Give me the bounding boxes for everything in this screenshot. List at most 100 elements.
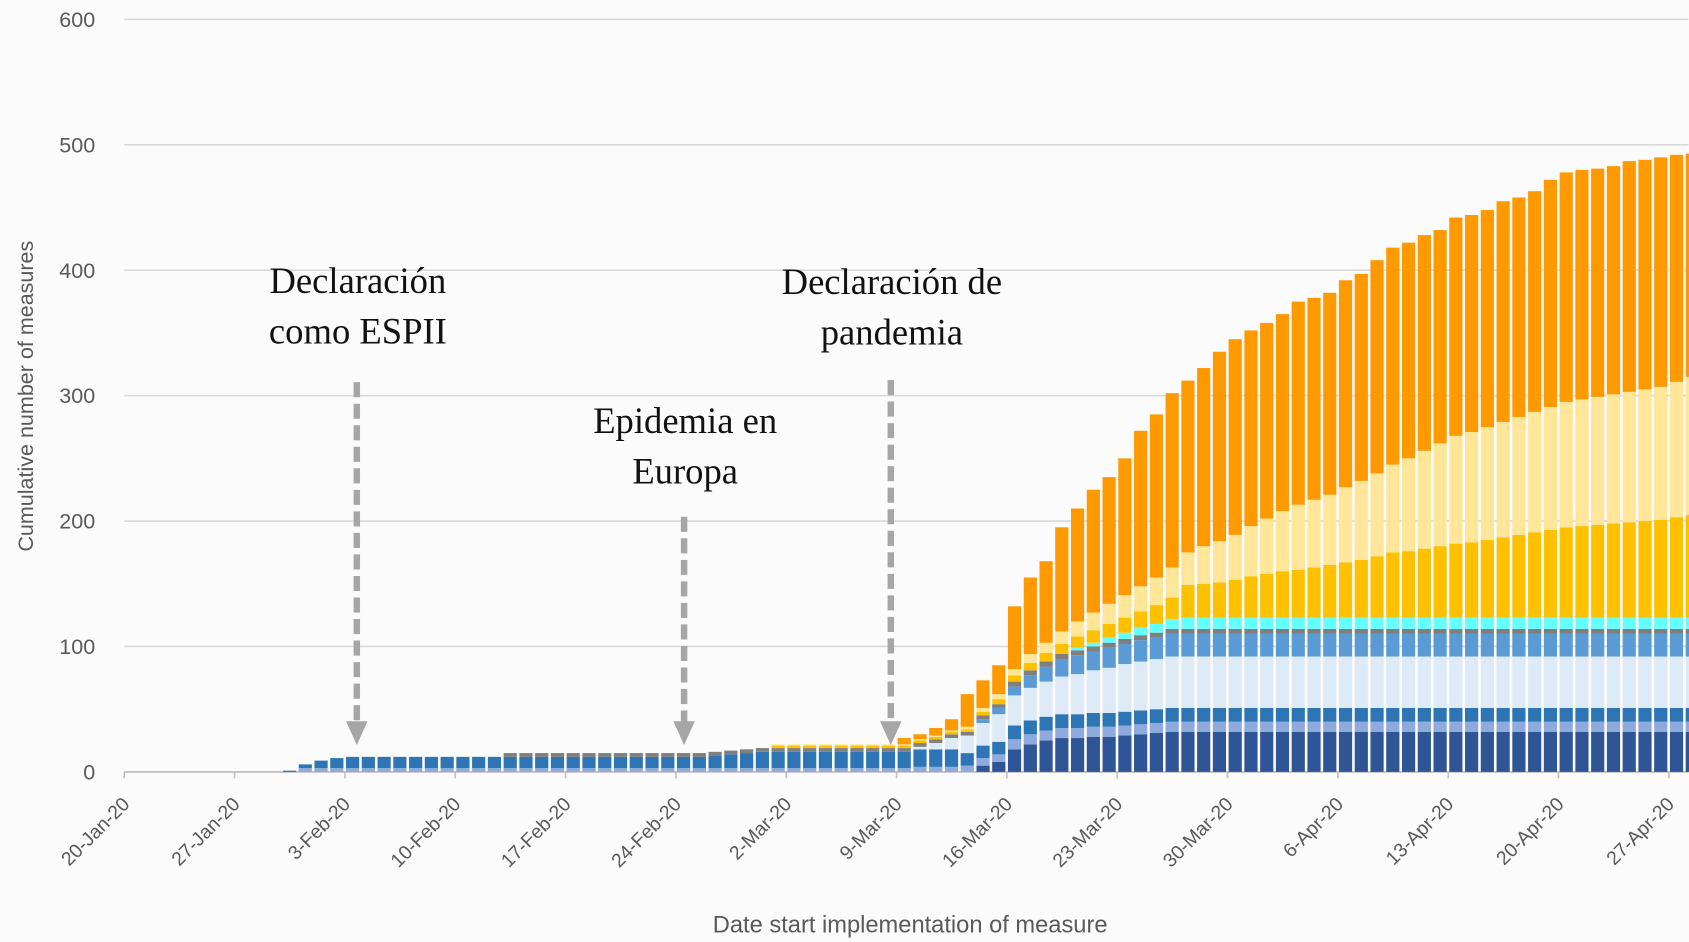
bar-segment	[566, 756, 580, 769]
bar-segment	[960, 726, 974, 730]
bar-segment	[771, 751, 785, 769]
bar-segment	[1102, 637, 1116, 643]
bar-segment	[1323, 564, 1337, 618]
y-axis-label: Cumulative number of measures	[14, 241, 38, 552]
bar-segment	[1071, 738, 1085, 772]
bar-segment	[881, 751, 896, 769]
bar-segment	[1071, 647, 1085, 651]
bar-segment	[992, 694, 1006, 700]
bar-segment	[1181, 633, 1195, 657]
bar-segment	[1370, 656, 1384, 708]
bar-segment	[1417, 731, 1431, 772]
bar-segment	[1654, 617, 1668, 629]
bar-segment	[1338, 487, 1353, 563]
bar-segment	[992, 699, 1006, 705]
bar-segment	[1212, 541, 1227, 583]
bar-segment	[803, 744, 817, 746]
bar-segment	[550, 753, 565, 757]
bar-segment	[1654, 707, 1668, 722]
bar-segment	[1496, 617, 1510, 629]
bar-segment	[1118, 725, 1132, 736]
bar-segment	[1417, 235, 1431, 451]
bar-segment	[755, 768, 769, 772]
bar-segment	[976, 711, 990, 716]
bar-segment	[1685, 633, 1689, 657]
bar-segment	[1465, 432, 1479, 543]
bar-segment	[1449, 731, 1463, 772]
bar-segment	[1134, 734, 1148, 772]
bar-segment	[740, 753, 754, 769]
bar-segment	[1291, 731, 1305, 772]
y-tick-label: 300	[59, 384, 95, 408]
bar-segment	[929, 766, 943, 772]
bar-segment	[1307, 628, 1321, 634]
bar-segment	[1275, 731, 1290, 772]
bar-segment	[992, 714, 1006, 742]
bar-segment	[1118, 711, 1132, 726]
bar-segment	[1197, 617, 1211, 629]
bar-segment	[1181, 585, 1195, 618]
bar-segment	[1149, 605, 1163, 624]
bar-segment	[661, 768, 675, 772]
bar-segment	[1118, 643, 1132, 665]
bar-segment	[1165, 628, 1179, 634]
bar-segment	[1291, 633, 1305, 657]
bar-segment	[1622, 633, 1636, 657]
bar-segment	[1086, 489, 1100, 613]
bar-segment	[1181, 721, 1195, 732]
bar-segment	[834, 768, 848, 772]
bar-segment	[1559, 172, 1573, 402]
bar-segment	[1559, 617, 1573, 629]
bar-segment	[1638, 521, 1652, 618]
bar-segment	[582, 753, 596, 757]
bar-segment	[913, 766, 927, 772]
bar-segment	[708, 755, 722, 769]
x-tick-label: 23-Mar-20	[1049, 793, 1128, 872]
bar-segment	[787, 768, 801, 772]
bar-segment	[866, 745, 880, 749]
bar-segment	[1543, 707, 1558, 722]
bar-segment	[1181, 380, 1195, 553]
bar-segment	[1386, 707, 1400, 722]
bar-segment	[1401, 551, 1416, 618]
bar-segment	[314, 760, 328, 769]
bar-segment	[1559, 721, 1573, 732]
bar-segment	[976, 707, 990, 712]
bar-segment	[1149, 637, 1163, 660]
bar-segment	[1212, 617, 1227, 629]
bar-segment	[519, 753, 533, 757]
bar-segment	[1134, 724, 1148, 735]
bar-segment	[314, 768, 328, 772]
bar-segment	[1260, 707, 1274, 722]
bar-segment	[1465, 707, 1479, 722]
bar-segment	[1149, 632, 1163, 638]
bar-segment	[1039, 561, 1053, 643]
bar-segment	[1338, 656, 1353, 708]
bar-segment	[834, 745, 848, 749]
bar-segment	[1323, 656, 1337, 708]
bar-segment	[1354, 731, 1368, 772]
bar-segment	[456, 768, 470, 772]
bar-segment	[1086, 612, 1100, 631]
bar-segment	[1433, 707, 1447, 722]
bar-segment	[629, 768, 643, 772]
bar-segment	[1433, 633, 1447, 657]
bar-segment	[1023, 687, 1037, 721]
bar-segment	[282, 770, 297, 772]
bar-segment	[1149, 623, 1163, 633]
bar-segment	[1606, 656, 1621, 708]
bar-segment	[1338, 633, 1353, 657]
bar-segment	[503, 756, 517, 769]
bar-segment	[1512, 617, 1526, 629]
bar-segment	[1244, 576, 1258, 618]
bar-segment	[1039, 681, 1053, 717]
bar-segment	[1212, 628, 1227, 634]
bar-segment	[1480, 731, 1494, 772]
bar-segment	[976, 745, 990, 759]
bar-segment	[1354, 273, 1368, 481]
arrow-head	[673, 721, 695, 745]
bar-segment	[1543, 721, 1558, 732]
bar-segment	[897, 748, 911, 752]
bar-segment	[1685, 153, 1689, 377]
bar-segment	[1307, 656, 1321, 708]
